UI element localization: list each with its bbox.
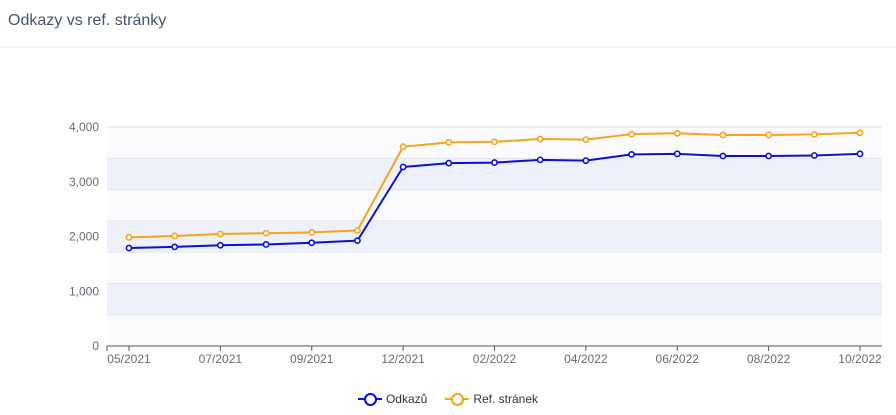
data-point[interactable] [673,150,681,158]
data-point[interactable] [856,129,864,137]
y-tick-label: 1,000 [69,284,99,298]
y-tick-label: 0 [92,339,99,353]
grid-band [107,252,882,284]
line-chart: 0 1,000 2,000 3,000 4,000 05/2021 07/2021 09/2… [69,120,882,366]
data-point[interactable] [262,241,270,248]
data-point[interactable] [536,156,544,164]
data-point[interactable] [399,143,407,151]
grid-band [107,220,882,253]
data-point[interactable] [673,129,681,137]
legend-item-odkazu[interactable]: Odkazů [357,392,428,406]
data-point[interactable] [765,131,773,139]
legend-label-ref-stranek: Ref. stránek [473,392,539,406]
chart-header: Odkazy vs ref. stránky [0,0,896,48]
x-tick-label: 07/2021 [199,352,243,366]
data-point[interactable] [216,230,224,238]
x-tick-label: 12/2021 [381,352,425,366]
data-point[interactable] [354,237,361,245]
data-point[interactable] [628,130,635,138]
data-point[interactable] [445,159,453,167]
x-tick-label: 10/2022 [838,352,882,366]
data-point[interactable] [125,244,133,252]
data-point[interactable] [354,227,361,234]
y-tick-label: 3,000 [69,175,99,189]
data-point[interactable] [308,239,316,247]
grid-band [107,283,882,315]
legend-item-ref-stranek[interactable]: Ref. stránek [445,392,538,406]
data-point[interactable] [399,163,407,171]
data-point[interactable] [445,138,453,146]
data-point[interactable] [308,228,316,236]
data-point[interactable] [810,152,818,159]
x-tick-label: 05/2021 [107,352,151,366]
x-tick-label: 08/2022 [747,352,791,366]
data-point[interactable] [765,152,773,160]
chart-legend: Odkazů Ref. stránek [0,392,896,406]
x-tick-label: 04/2022 [564,352,608,366]
y-tick-label: 2,000 [69,230,99,244]
data-point[interactable] [628,150,635,158]
legend-label-odkazu: Odkazů [385,392,428,406]
data-point[interactable] [719,152,727,160]
data-point[interactable] [582,157,590,165]
x-tick-label: 06/2022 [656,352,700,366]
data-point[interactable] [582,136,590,143]
data-point[interactable] [171,243,179,251]
data-point[interactable] [125,233,133,241]
grid-band [107,314,882,346]
chart-title: Odkazy vs ref. stránky [8,12,167,29]
x-tick-label: 02/2022 [473,352,517,366]
grid-band [107,189,882,221]
data-point[interactable] [171,232,179,240]
data-point[interactable] [856,150,864,158]
data-point[interactable] [491,159,498,166]
data-point[interactable] [491,138,498,146]
data-point[interactable] [216,241,224,249]
legend-swatch-ref-stranek [445,392,470,406]
x-tick-label: 09/2021 [290,352,334,366]
data-point[interactable] [536,135,544,143]
data-point[interactable] [810,130,818,138]
y-tick-label: 4,000 [69,120,99,134]
legend-swatch-odkazu [357,392,382,406]
data-point[interactable] [262,229,270,237]
data-point[interactable] [719,131,727,139]
